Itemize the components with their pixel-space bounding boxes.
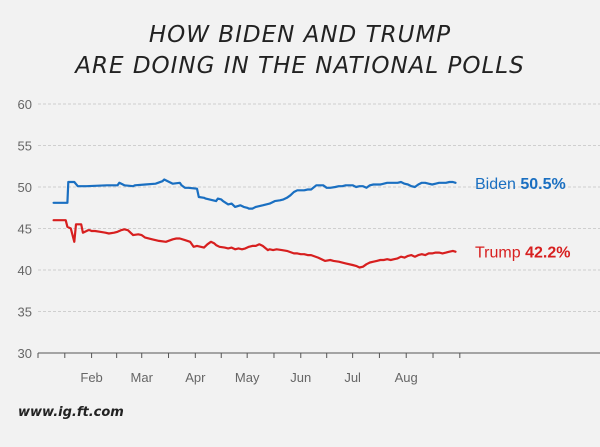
- source-credit: www.ig.ft.com: [18, 405, 124, 420]
- chart-title: HOW BIDEN AND TRUMP ARE DOING IN THE NAT…: [0, 20, 600, 82]
- y-tick-label: 50: [18, 180, 32, 195]
- x-tick-label-may: May: [235, 370, 260, 385]
- y-tick-label: 40: [18, 263, 32, 278]
- title-line-2: ARE DOING IN THE NATIONAL POLLS: [75, 53, 525, 79]
- y-tick-label: 60: [18, 97, 32, 112]
- series-name-biden: Biden: [475, 176, 520, 193]
- y-tick-label: 35: [18, 305, 32, 320]
- series-name-trump: Trump: [475, 245, 525, 262]
- series-layer: [52, 178, 457, 269]
- series-value-biden: 50.5%: [520, 176, 565, 193]
- series-label-biden: Biden 50.5%: [475, 176, 566, 193]
- label-layer: Biden 50.5% Trump 42.2%: [475, 176, 570, 262]
- title-line-1: HOW BIDEN AND TRUMP: [148, 22, 452, 48]
- grid-layer: [38, 103, 600, 312]
- x-tick-label-feb: Feb: [80, 370, 102, 385]
- y-tick-label: 30: [18, 346, 32, 361]
- x-tick-label-jun: Jun: [290, 370, 311, 385]
- series-value-trump: 42.2%: [525, 245, 570, 262]
- series-line-biden: [52, 178, 457, 210]
- y-tick-label: 45: [18, 222, 32, 237]
- axis-layer: 30 35 40 45 50 55 60 Feb Mar Apr May Jun Jul Aug: [18, 97, 600, 385]
- series-line-trump: [52, 219, 457, 269]
- x-tick-label-jul: Jul: [344, 370, 361, 385]
- x-tick-label-apr: Apr: [185, 370, 206, 385]
- y-tick-label: 55: [18, 139, 32, 154]
- x-tick-label-mar: Mar: [131, 370, 154, 385]
- series-label-trump: Trump 42.2%: [475, 245, 570, 262]
- x-tick-label-aug: Aug: [395, 370, 418, 385]
